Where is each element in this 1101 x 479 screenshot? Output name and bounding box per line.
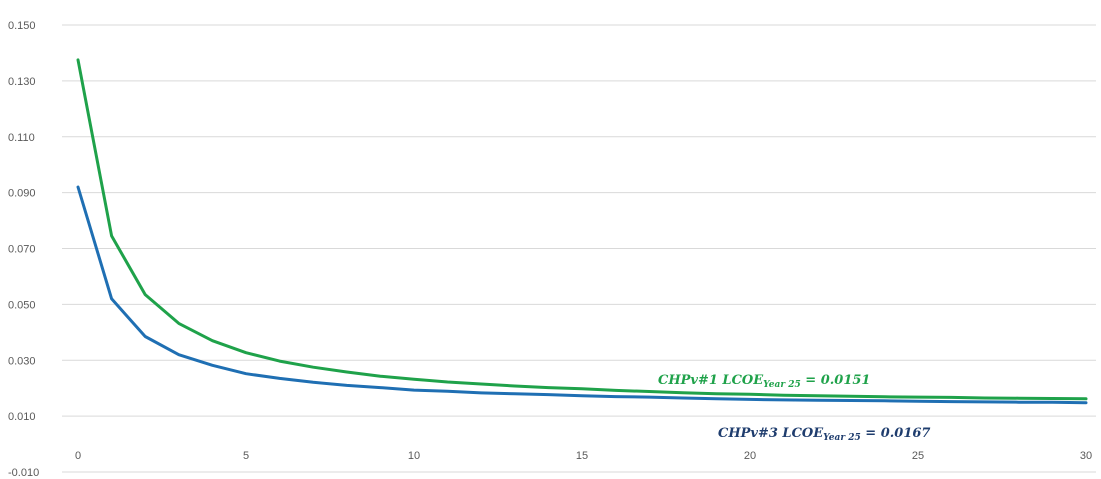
x-tick-label: 10 — [408, 450, 420, 462]
y-tick-label: 0.130 — [8, 76, 36, 88]
x-axis-tick-labels: 0 5 10 15 20 25 30 — [75, 450, 1092, 462]
x-tick-label: 30 — [1080, 450, 1092, 462]
x-tick-label: 25 — [912, 450, 924, 462]
x-tick-label: 5 — [243, 450, 249, 462]
x-tick-label: 15 — [576, 450, 588, 462]
series-line-1 — [76, 58, 1088, 401]
y-tick-label: 0.010 — [8, 411, 36, 423]
y-tick-label: 0.070 — [8, 244, 36, 256]
annotation-chpv3: CHPv#3 LCOEYear 25 = 0.0167 — [718, 426, 930, 443]
y-tick-label: 0.090 — [8, 188, 36, 200]
annotation-chpv1: CHPv#1 LCOEYear 25 = 0.0151 — [658, 373, 870, 390]
y-axis-tick-labels: 0.150 0.130 0.110 0.090 0.070 0.050 0.030 0.010… — [8, 20, 39, 479]
series-line-2 — [76, 185, 1088, 405]
y-tick-label: 0.050 — [8, 299, 36, 311]
y-tick-label: 0.030 — [8, 355, 36, 367]
x-tick-label: 0 — [75, 450, 81, 462]
y-tick-label: 0.110 — [8, 132, 35, 144]
series-lines — [76, 58, 1088, 405]
y-tick-label: 0.150 — [8, 20, 36, 32]
y-tick-label: -0.010 — [8, 467, 39, 479]
gridlines — [62, 24, 1096, 473]
x-tick-label: 20 — [744, 450, 756, 462]
